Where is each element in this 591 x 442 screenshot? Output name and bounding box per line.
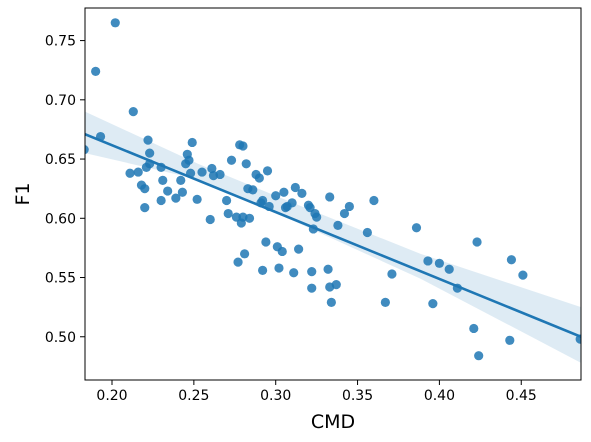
plot-frame (84, 7, 582, 381)
data-point (325, 192, 335, 202)
data-point (290, 182, 300, 193)
data-point (205, 214, 215, 225)
data-point (287, 198, 297, 208)
data-point (156, 195, 166, 206)
data-point (505, 335, 515, 345)
y-tick-label: 0.70 (45, 93, 76, 109)
data-point (289, 268, 299, 278)
data-point (271, 191, 281, 201)
data-point (323, 264, 333, 274)
data-point (258, 195, 268, 206)
x-tick-label: 0.20 (96, 388, 127, 404)
data-point (125, 168, 135, 178)
data-point (331, 280, 341, 290)
data-point (339, 208, 350, 219)
data-point (110, 18, 120, 28)
data-point (240, 249, 250, 259)
data-point (254, 173, 264, 183)
data-point (176, 175, 186, 185)
data-point (423, 256, 433, 266)
data-point (143, 135, 153, 145)
data-point (207, 163, 217, 174)
data-point (362, 227, 372, 238)
data-point (133, 167, 143, 177)
data-point (294, 244, 304, 254)
data-point (140, 184, 150, 194)
data-point (333, 220, 343, 230)
data-point (307, 267, 317, 277)
data-point (518, 270, 528, 280)
data-point (444, 264, 454, 274)
x-tick-label: 0.45 (506, 388, 537, 404)
data-point (171, 193, 181, 203)
data-point (472, 237, 482, 247)
data-point (506, 255, 517, 265)
y-tick-label: 0.60 (45, 211, 76, 227)
data-point (369, 195, 379, 206)
data-point (312, 212, 322, 222)
data-point (222, 195, 232, 206)
y-tick-label: 0.75 (45, 34, 76, 50)
data-point (387, 269, 397, 279)
data-point (158, 175, 168, 185)
x-tick-label: 0.30 (260, 388, 291, 404)
data-point (261, 237, 271, 247)
data-point (187, 137, 197, 148)
x-tick-label: 0.25 (178, 388, 209, 404)
y-axis: 0.50 0.55 0.60 0.65 0.70 0.75 (45, 34, 85, 346)
regression-line (85, 132, 581, 338)
y-tick-label: 0.65 (45, 152, 76, 168)
data-point (85, 145, 89, 155)
data-point (380, 297, 390, 307)
confidence-band (85, 111, 581, 363)
data-point (226, 155, 237, 165)
data-point (197, 167, 207, 177)
data-point (258, 265, 268, 276)
data-point (192, 194, 202, 204)
data-point (223, 208, 233, 219)
data-point (411, 223, 422, 233)
data-point (326, 297, 336, 307)
data-point (344, 201, 354, 212)
data-point (128, 107, 138, 117)
data-point (91, 66, 101, 76)
data-point (277, 246, 287, 257)
data-point (474, 351, 484, 361)
data-point (241, 159, 251, 169)
data-point (140, 203, 150, 213)
data-point (297, 188, 307, 199)
y-tick-label: 0.50 (45, 330, 76, 346)
data-point (184, 155, 194, 165)
data-point (274, 263, 284, 273)
data-point (215, 169, 225, 180)
data-point (469, 323, 479, 334)
y-axis-label: F1 (12, 182, 34, 205)
x-tick-label: 0.40 (424, 388, 455, 404)
y-tick-label: 0.55 (45, 271, 76, 287)
x-axis-label: CMD (311, 411, 355, 433)
data-point (307, 283, 317, 293)
x-tick-label: 0.35 (342, 388, 373, 404)
data-point (145, 148, 155, 158)
x-axis: 0.20 0.25 0.30 0.35 0.40 0.45 (96, 380, 537, 404)
data-point (428, 298, 438, 309)
data-point (434, 258, 444, 268)
data-point (279, 187, 289, 197)
data-point (244, 213, 255, 223)
data-point (248, 185, 258, 195)
data-point (177, 187, 187, 197)
plot-area (85, 18, 581, 363)
data-point (238, 141, 248, 151)
data-point (233, 257, 243, 267)
data-point (262, 166, 273, 176)
data-point (163, 186, 173, 196)
